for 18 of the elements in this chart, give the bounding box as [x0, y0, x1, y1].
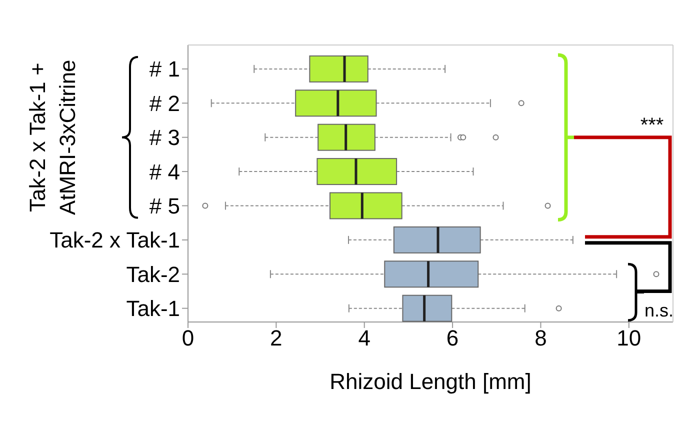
y-tick-label: # 3 — [149, 125, 180, 150]
y-axis-title: Tak-2 x Tak-1 + AtMRI-3xCitrine — [25, 60, 80, 215]
y-tick-label: Tak-1 — [126, 296, 180, 322]
x-tick-label: 4 — [358, 326, 370, 351]
x-tick-label: 6 — [446, 326, 459, 351]
y-tick-label: Tak-2 x Tak-1 — [50, 228, 180, 253]
x-tick-label: 0 — [182, 326, 194, 351]
x-axis-title: Rhizoid Length [mm] — [330, 369, 532, 394]
annotation: n.s. — [644, 300, 674, 320]
y-tick-label: # 4 — [149, 159, 180, 184]
annotation: *** — [640, 114, 664, 136]
y-tick-label: # 2 — [149, 90, 180, 116]
x-tick-label: 8 — [534, 326, 547, 351]
y-tick-label: # 5 — [149, 194, 180, 219]
x-tick-label: 10 — [616, 326, 642, 351]
y-tick-label: # 1 — [149, 56, 180, 82]
x-tick-label: 2 — [270, 326, 282, 351]
y-tick-label: Tak-2 — [126, 262, 180, 287]
